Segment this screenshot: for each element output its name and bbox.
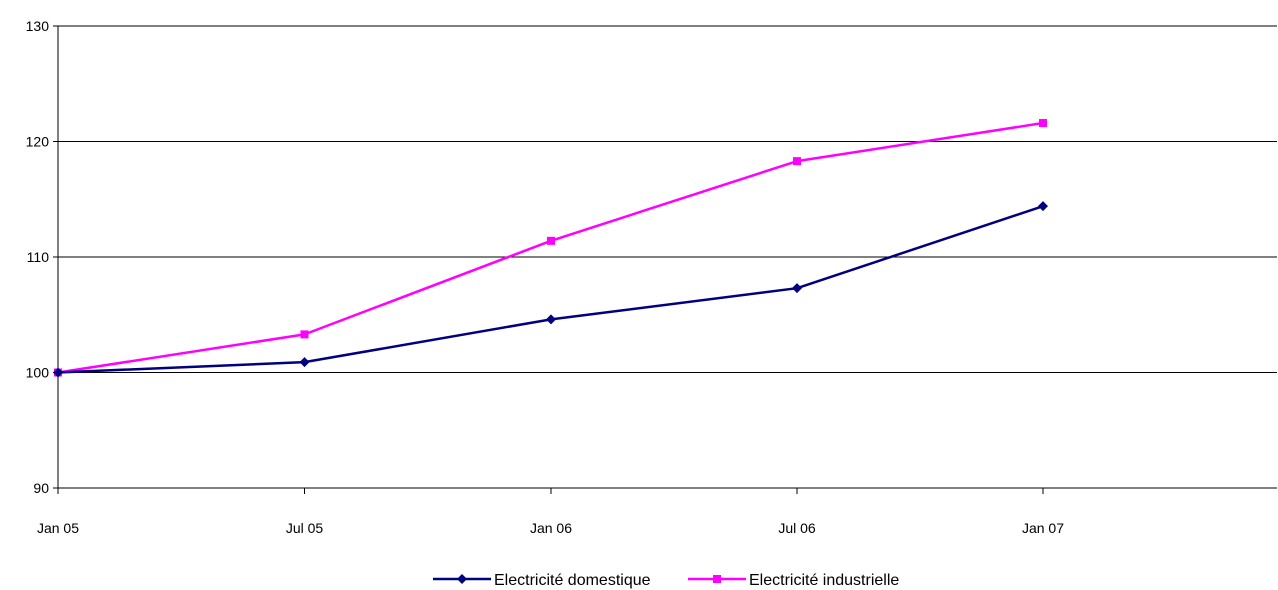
series-1 [54,119,1047,377]
legend-swatch-marker [457,574,467,584]
y-tick-label: 110 [27,249,50,265]
data-point [1038,201,1048,212]
data-point [792,283,802,294]
y-tick-label: 130 [26,18,50,34]
x-tick-labels: Jan 05 Jul 05 Jan 06 Jul 06 Jan 07 [37,520,1064,536]
data-point [1039,119,1047,128]
series-line [57,204,1044,374]
series-line [57,121,1044,374]
x-tick-label: Jul 06 [778,520,816,536]
x-tick-label: Jan 06 [530,520,572,536]
data-point [547,236,555,245]
series-0 [53,201,1048,378]
data-point [546,314,556,325]
legend-item-domestique: Electricité domestique [433,572,651,589]
axes [53,25,1277,494]
x-tick-label: Jan 07 [1022,520,1064,536]
legend-item-industrielle: Electricité industrielle [688,572,899,589]
y-tick-label: 120 [26,134,50,150]
y-tick-label: 100 [26,365,50,381]
legend: Electricité domestique Electricité indus… [433,572,899,589]
data-point [793,157,801,166]
legend-swatch-marker [713,575,721,583]
data-point [299,357,310,368]
y-tick-labels: 90 100 110 120 130 [26,18,50,496]
data-point [53,367,63,378]
series-layer [53,119,1048,378]
legend-label: Electricité industrielle [749,572,899,589]
legend-label: Electricité domestique [494,572,651,589]
x-tick-label: Jul 05 [286,520,324,536]
gridlines [58,25,1277,373]
x-tick-label: Jan 05 [37,520,79,536]
y-tick-label: 90 [33,480,49,496]
data-point [300,330,309,339]
